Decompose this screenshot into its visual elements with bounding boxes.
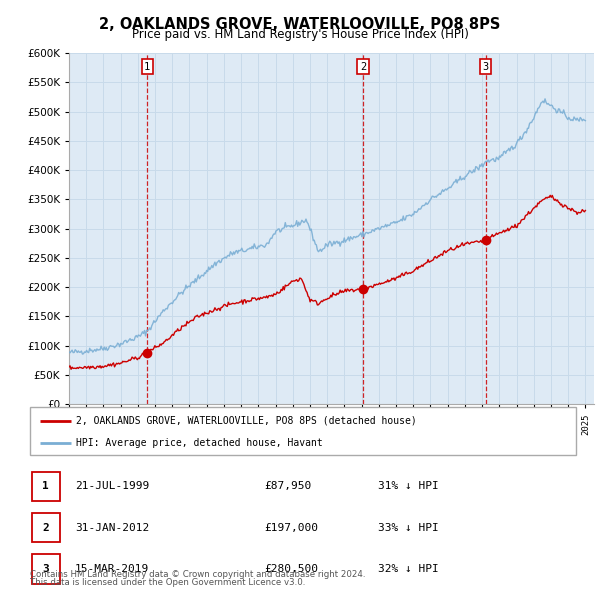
Text: 21-JUL-1999: 21-JUL-1999 xyxy=(75,481,149,491)
Text: HPI: Average price, detached house, Havant: HPI: Average price, detached house, Hava… xyxy=(76,438,323,448)
Text: £197,000: £197,000 xyxy=(264,523,318,533)
Text: 15-MAR-2019: 15-MAR-2019 xyxy=(75,564,149,574)
Text: 3: 3 xyxy=(42,564,49,574)
Text: £280,500: £280,500 xyxy=(264,564,318,574)
Text: 2, OAKLANDS GROVE, WATERLOOVILLE, PO8 8PS (detached house): 2, OAKLANDS GROVE, WATERLOOVILLE, PO8 8P… xyxy=(76,415,417,425)
Text: 3: 3 xyxy=(482,62,489,72)
Text: 2: 2 xyxy=(42,523,49,533)
Text: 1: 1 xyxy=(144,62,151,72)
Text: 31-JAN-2012: 31-JAN-2012 xyxy=(75,523,149,533)
Text: 33% ↓ HPI: 33% ↓ HPI xyxy=(378,523,439,533)
Text: 32% ↓ HPI: 32% ↓ HPI xyxy=(378,564,439,574)
Text: Price paid vs. HM Land Registry's House Price Index (HPI): Price paid vs. HM Land Registry's House … xyxy=(131,28,469,41)
Text: 31% ↓ HPI: 31% ↓ HPI xyxy=(378,481,439,491)
Text: 2: 2 xyxy=(360,62,366,72)
Text: 2, OAKLANDS GROVE, WATERLOOVILLE, PO8 8PS: 2, OAKLANDS GROVE, WATERLOOVILLE, PO8 8P… xyxy=(100,17,500,31)
Text: This data is licensed under the Open Government Licence v3.0.: This data is licensed under the Open Gov… xyxy=(30,578,305,587)
Text: 1: 1 xyxy=(42,481,49,491)
Text: Contains HM Land Registry data © Crown copyright and database right 2024.: Contains HM Land Registry data © Crown c… xyxy=(30,570,365,579)
Text: £87,950: £87,950 xyxy=(264,481,311,491)
